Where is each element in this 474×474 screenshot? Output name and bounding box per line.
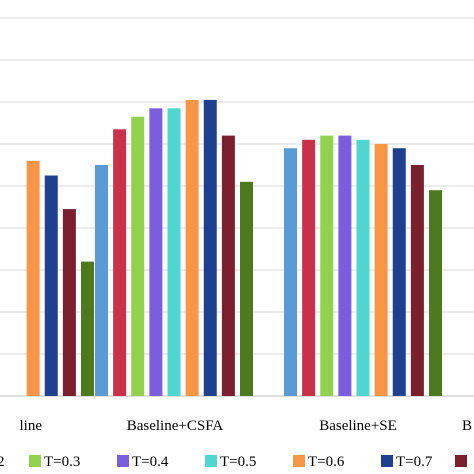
legend-swatch-t06 — [293, 455, 305, 467]
legend-label-t03: T=0.3 — [44, 454, 80, 470]
bar-line-s6 — [44, 175, 58, 396]
bar-baseline-csfa-s3 — [149, 108, 163, 397]
bars — [26, 99, 442, 397]
bar-baseline-se-s0 — [284, 148, 297, 396]
bar-baseline-csfa-s4 — [167, 108, 181, 397]
x-tick-labels: line Baseline+CSFA Baseline+SE B — [20, 418, 473, 434]
bar-baseline-se-s8 — [429, 190, 442, 396]
legend-swatch-dark-red — [455, 455, 467, 467]
x-tick-label-line: line — [20, 418, 43, 434]
bar-baseline-se-s1 — [302, 139, 316, 397]
bar-baseline-se-s2 — [320, 135, 334, 396]
legend-label-t05: T=0.5 — [220, 454, 256, 470]
bar-line-s8 — [81, 261, 94, 396]
legend-swatch-t03 — [29, 455, 41, 467]
bar-line-s7 — [62, 209, 76, 396]
x-tick-label-baseline-csfa: Baseline+CSFA — [127, 418, 224, 434]
bar-baseline-csfa-s1 — [113, 129, 127, 397]
bar-baseline-se-s3 — [338, 135, 352, 396]
gridlines — [0, 17, 474, 397]
bar-baseline-csfa-s2 — [131, 116, 145, 396]
legend-label-2: 2 — [0, 454, 5, 470]
bar-baseline-csfa-s6 — [203, 99, 217, 397]
bar-line-s5 — [26, 160, 40, 396]
bar-baseline-csfa-s5 — [185, 99, 199, 397]
bar-baseline-se-s5 — [374, 144, 388, 396]
legend-swatch-t05 — [205, 455, 217, 467]
x-tick-label-b: B — [462, 418, 472, 434]
legend-swatch-t07 — [381, 455, 393, 467]
bar-baseline-csfa-s7 — [221, 135, 235, 396]
bar-baseline-se-s4 — [356, 139, 370, 397]
x-tick-label-baseline-se: Baseline+SE — [319, 418, 397, 434]
bar-baseline-se-s6 — [392, 148, 406, 396]
legend: 2 T=0.3 T=0.4 T=0.5 T=0.6 T=0.7 — [0, 454, 467, 470]
legend-label-t04: T=0.4 — [132, 454, 169, 470]
bar-baseline-se-s7 — [410, 165, 424, 396]
bar-baseline-csfa-s8 — [240, 181, 253, 396]
bar-baseline-csfa-s0 — [95, 165, 108, 396]
legend-label-t07: T=0.7 — [396, 454, 433, 470]
legend-swatch-t04 — [117, 455, 129, 467]
legend-label-t06: T=0.6 — [308, 454, 345, 470]
